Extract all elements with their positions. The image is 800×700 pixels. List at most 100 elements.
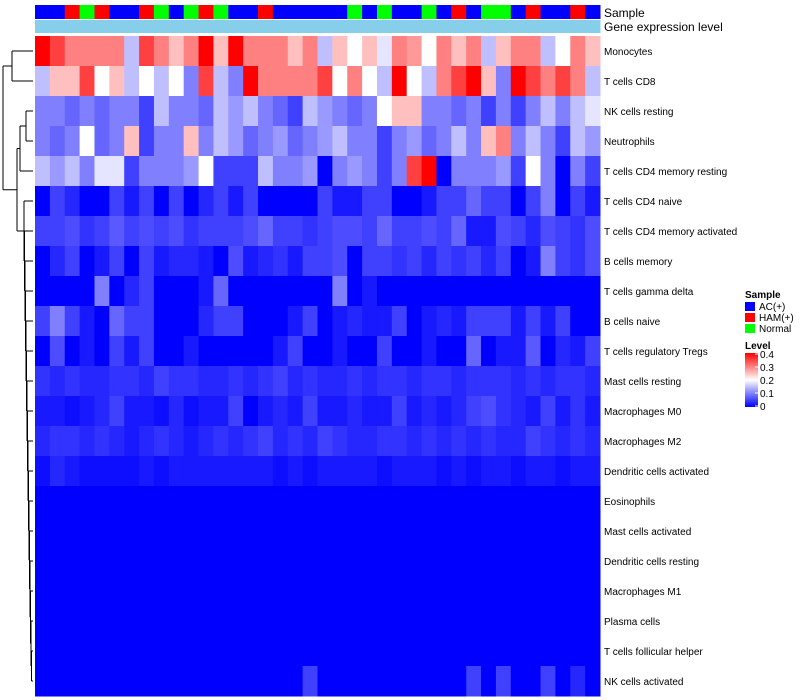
heatmap-cell <box>64 486 81 517</box>
sample-annotation-cell <box>317 5 333 19</box>
heatmap-cell <box>64 156 81 187</box>
heatmap-cell <box>540 456 556 487</box>
heatmap-cell <box>332 96 348 127</box>
heatmap-cell <box>79 576 95 607</box>
heatmap-cell <box>64 336 81 367</box>
heatmap-cell <box>406 606 423 637</box>
heatmap-cell <box>302 246 318 277</box>
heatmap-cell <box>139 516 155 547</box>
heatmap-cells <box>35 36 601 697</box>
heatmap-cell <box>570 246 586 277</box>
heatmap-cell <box>168 306 185 337</box>
heatmap-cell <box>525 486 542 517</box>
heatmap-cell <box>35 516 51 547</box>
heatmap-cell <box>495 126 512 157</box>
heatmap-cell <box>302 96 318 127</box>
heatmap-cell <box>406 66 423 97</box>
heatmap-cell <box>362 246 378 277</box>
heatmap-cell <box>406 516 423 547</box>
heatmap-cell <box>436 606 452 637</box>
row-label: Macrophages M1 <box>604 587 682 598</box>
heatmap-cell <box>109 156 125 187</box>
heatmap-cell <box>540 576 556 607</box>
heatmap-cell <box>466 606 482 637</box>
heatmap-cell <box>466 516 482 547</box>
expression-annotation-cell <box>481 20 497 33</box>
heatmap-cell <box>139 126 155 157</box>
heatmap-cell <box>466 486 482 517</box>
heatmap-cell <box>124 396 140 427</box>
sample-annotation-cell <box>362 5 378 19</box>
expression-annotation-cell <box>124 20 140 33</box>
heatmap-cell <box>213 576 229 607</box>
heatmap-cell <box>213 216 229 247</box>
heatmap-cell <box>258 36 274 67</box>
heatmap-cell <box>168 666 185 697</box>
heatmap-cell <box>525 246 542 277</box>
heatmap-cell <box>302 156 318 187</box>
heatmap-cell <box>510 396 527 427</box>
heatmap-cell <box>481 546 497 577</box>
heatmap-cell <box>317 66 333 97</box>
heatmap-cell <box>317 156 333 187</box>
heatmap-cell <box>570 276 586 307</box>
heatmap-cell <box>94 306 110 337</box>
heatmap-cell <box>391 216 408 247</box>
heatmap-cell <box>153 336 170 367</box>
heatmap-cell <box>525 336 542 367</box>
heatmap-cell <box>555 306 571 337</box>
heatmap-cell <box>391 306 408 337</box>
heatmap-cell <box>540 486 556 517</box>
heatmap-cell <box>258 306 274 337</box>
heatmap-cell <box>153 396 170 427</box>
heatmap-cell <box>376 36 393 67</box>
heatmap-cell <box>570 186 586 217</box>
sample-annotation-cell <box>495 5 512 19</box>
legend-label: HAM(+) <box>759 313 794 324</box>
heatmap-cell <box>451 576 467 607</box>
heatmap-cell <box>168 486 185 517</box>
heatmap-cell <box>391 186 408 217</box>
legend-swatch <box>745 313 755 322</box>
heatmap-cell <box>421 66 437 97</box>
heatmap-cell <box>406 186 423 217</box>
heatmap-cell <box>525 666 542 697</box>
heatmap-cell <box>481 216 497 247</box>
heatmap-cell <box>376 276 393 307</box>
heatmap-cell <box>183 666 200 697</box>
heatmap-cell <box>258 66 274 97</box>
heatmap-cell <box>228 216 244 247</box>
heatmap-cell <box>332 186 348 217</box>
heatmap-cell <box>124 546 140 577</box>
heatmap-cell <box>243 426 259 457</box>
heatmap-cell <box>228 396 244 427</box>
heatmap-cell <box>406 36 423 67</box>
heatmap-cell <box>376 456 393 487</box>
heatmap-cell <box>64 546 81 577</box>
heatmap-cell <box>183 516 200 547</box>
heatmap-cell <box>243 276 259 307</box>
heatmap-cell <box>540 666 556 697</box>
heatmap-cell <box>302 366 318 397</box>
heatmap-cell <box>510 636 527 667</box>
heatmap-cell <box>153 606 170 637</box>
heatmap-cell <box>64 276 81 307</box>
heatmap-cell <box>258 426 274 457</box>
heatmap-cell <box>213 396 229 427</box>
expression-annotation-cell <box>466 20 482 33</box>
expression-annotation-cell <box>332 20 348 33</box>
sample-annotation-cell <box>421 5 437 19</box>
heatmap-cell <box>466 666 482 697</box>
expression-annotation-cell <box>406 20 423 33</box>
expression-annotation-cell <box>213 20 229 33</box>
legend-label: Normal <box>759 324 791 335</box>
heatmap-cell <box>421 306 437 337</box>
heatmap-cell <box>495 426 512 457</box>
heatmap-cell <box>555 636 571 667</box>
legend-sample-title: Sample <box>745 290 781 301</box>
sample-annotation-cell <box>451 5 467 19</box>
heatmap-cell <box>302 66 318 97</box>
heatmap-cell <box>153 246 170 277</box>
heatmap-cell <box>391 516 408 547</box>
heatmap-cell <box>585 426 601 457</box>
